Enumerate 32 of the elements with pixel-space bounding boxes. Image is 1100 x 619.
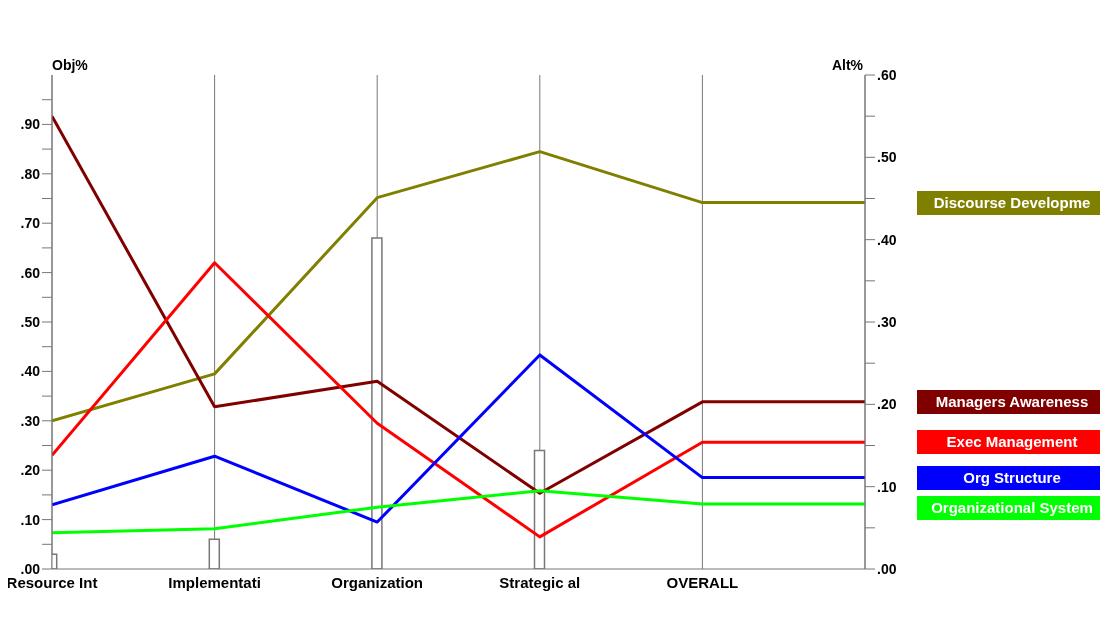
y2-axis-title: Alt% <box>831 57 863 73</box>
y-tick-label: .90 <box>20 116 41 133</box>
y-tick-label: .60 <box>20 264 41 281</box>
text: Discourse Developme <box>917 190 1100 215</box>
x-tick-label: Implementati <box>168 573 261 591</box>
y-tick-label: .80 <box>20 165 41 182</box>
line-series <box>52 150 865 423</box>
y-tick-label: .20 <box>20 462 41 479</box>
y2-tick-label: .10 <box>877 478 897 495</box>
y2-tick-label: .30 <box>877 313 897 330</box>
y-tick-label: .50 <box>20 313 41 330</box>
line-series <box>52 114 865 495</box>
text: Managers Awareness <box>917 389 1100 414</box>
line-series <box>52 261 865 539</box>
y-tick-label: .10 <box>20 511 41 528</box>
y-tick-label: .40 <box>20 363 41 380</box>
text: Org Structure <box>917 465 1100 490</box>
x-tick-label: OVERALL <box>666 573 739 591</box>
text: Organizational System <box>917 495 1100 520</box>
x-tick-label: Strategic al <box>499 573 581 591</box>
y-axis-title: Obj% <box>52 57 88 73</box>
y2-tick-label: .40 <box>877 231 897 248</box>
y2-tick-label: .50 <box>877 149 897 166</box>
line-series <box>52 489 865 535</box>
text: Exec Management <box>917 430 1100 455</box>
y-tick-label: .70 <box>20 215 41 232</box>
line-series <box>52 353 865 524</box>
y2-tick-label: .00 <box>877 560 897 577</box>
y-tick-label: .30 <box>20 412 41 429</box>
y2-tick-label: .20 <box>877 396 897 413</box>
x-tick-label: Organization <box>331 573 424 591</box>
y2-tick-label: .60 <box>877 66 897 83</box>
